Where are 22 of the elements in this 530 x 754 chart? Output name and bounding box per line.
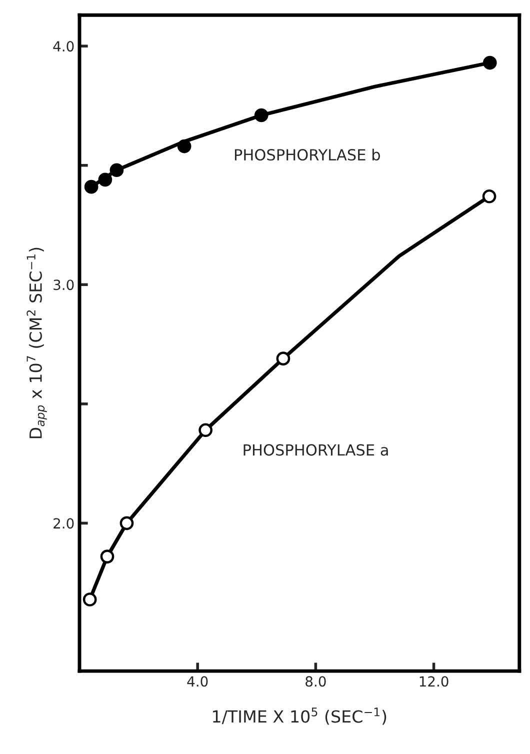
point	[110, 163, 124, 178]
annotation: PHOSPHORYLASE b	[234, 148, 380, 161]
point	[177, 139, 192, 154]
point	[120, 516, 134, 530]
x-tick-label: 8.0	[306, 676, 326, 687]
point	[82, 592, 97, 606]
annotation: PHOSPHORYLASE a	[244, 444, 388, 456]
point	[100, 550, 114, 564]
x-tick-label: 4.0	[187, 676, 208, 687]
point	[276, 352, 290, 366]
point	[198, 423, 212, 438]
text: D$_{app}$ x 10$^{7}$ (CM$^{2}$ SEC$^{−1}$)	[26, 248, 47, 438]
point	[482, 56, 497, 70]
point	[98, 172, 112, 187]
x-axis-title: 1/TIME X 10$^{5}$ (SEC$^{−1}$)	[213, 708, 386, 725]
x-tick-label: 12.0	[420, 676, 448, 687]
y-tick-label: 3.0	[54, 280, 74, 290]
point	[254, 108, 268, 122]
y-tick-label: 2.0	[54, 518, 74, 529]
point	[84, 180, 98, 194]
y-tick-label: 4.0	[53, 41, 74, 52]
point	[482, 189, 496, 204]
